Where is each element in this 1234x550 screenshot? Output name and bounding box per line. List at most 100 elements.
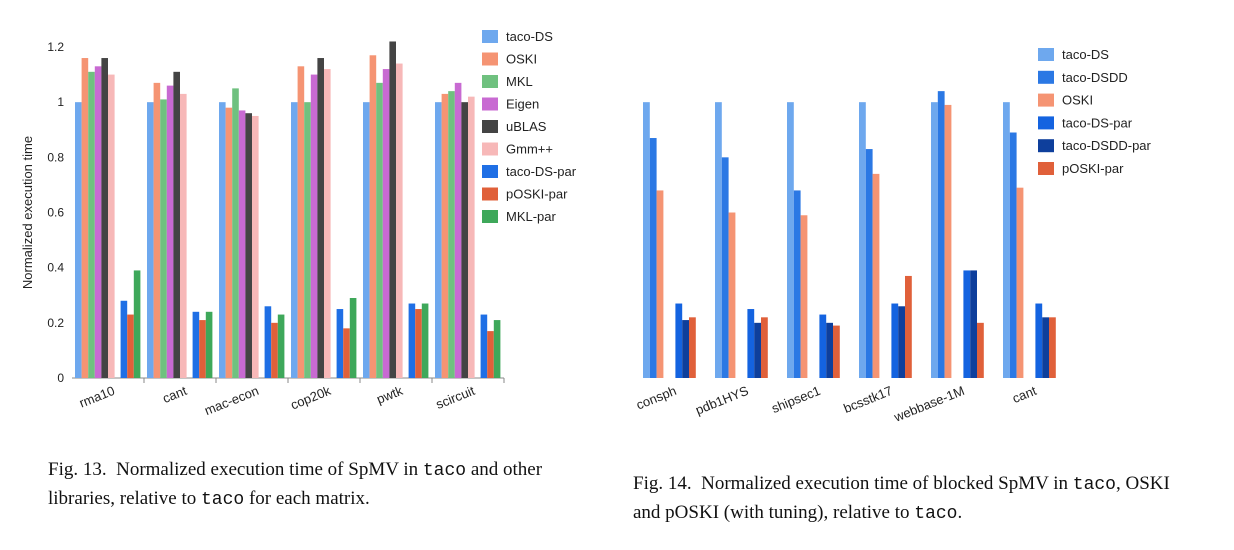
- bar: [944, 104, 952, 379]
- y-axis-label: Normalized execution time: [20, 136, 35, 289]
- bar: [1009, 132, 1017, 378]
- legend-swatch: [482, 30, 498, 43]
- y-tick-label: 0.6: [47, 206, 64, 220]
- bar: [721, 157, 729, 378]
- x-tick-label: shipsec1: [769, 383, 822, 416]
- bar: [872, 173, 880, 378]
- bar: [81, 58, 89, 379]
- bar: [448, 91, 455, 378]
- bar: [408, 303, 416, 378]
- bar: [153, 82, 161, 378]
- caption-code: taco: [422, 461, 467, 481]
- figure-14: consph pdb1HYS shipsec1 bcsstk17 webbase-1M c…: [600, 0, 1234, 550]
- bar: [963, 270, 971, 378]
- bar: [1016, 187, 1024, 378]
- bar: [232, 88, 239, 378]
- bar: [1049, 317, 1056, 378]
- legend-label: taco-DS: [1062, 47, 1109, 62]
- bar: [192, 311, 200, 378]
- y-tick-label: 0.4: [47, 261, 64, 275]
- legend-swatch: [1038, 116, 1054, 130]
- legend-swatch: [482, 52, 498, 66]
- bar: [754, 322, 761, 378]
- legend-swatch: [482, 210, 498, 223]
- legend-label: pOSKI-par: [1062, 161, 1124, 176]
- bar: [937, 91, 945, 378]
- bar: [977, 322, 984, 378]
- bar: [435, 102, 442, 379]
- caption-text: for each matrix.: [244, 488, 370, 509]
- legend-label: OSKI: [506, 52, 537, 67]
- bar: [245, 113, 252, 378]
- legend-swatch: [482, 75, 498, 88]
- legend-swatch: [482, 120, 498, 133]
- legend-swatch: [482, 142, 498, 156]
- bar: [180, 93, 187, 379]
- x-tick-label: cant: [1010, 383, 1039, 406]
- caption-code: taco: [1072, 475, 1116, 495]
- x-tick-label: scircuit: [434, 383, 477, 412]
- x-tick-label: cant: [160, 383, 189, 406]
- bar: [1042, 317, 1049, 378]
- x-tick-label: cop20k: [288, 383, 333, 413]
- bar: [297, 66, 305, 378]
- y-tick-label: 0.8: [47, 150, 64, 164]
- legend-label: MKL: [506, 74, 533, 89]
- legend-label: Eigen: [506, 97, 539, 112]
- bar: [317, 58, 324, 379]
- y-tick-label: 0.2: [47, 316, 64, 330]
- bar: [891, 303, 899, 378]
- bar: [166, 85, 174, 378]
- legend-swatch: [1038, 139, 1054, 153]
- bar: [343, 328, 350, 378]
- bar: [75, 102, 82, 379]
- bar: [225, 107, 233, 378]
- bar: [363, 102, 370, 379]
- figure-caption: Fig. 13. Normalized execution time of Sp…: [48, 456, 588, 514]
- legend-swatch: [1038, 48, 1054, 61]
- bar: [396, 63, 403, 379]
- x-tick-label: pdb1HYS: [693, 383, 751, 418]
- bar: [487, 331, 494, 378]
- x-tick-label: webbase-1M: [891, 383, 967, 425]
- bar: [970, 270, 977, 378]
- legend-label: taco-DS-par: [1062, 115, 1133, 130]
- bar: [304, 102, 311, 379]
- x-tick-label: consph: [634, 383, 678, 413]
- bar: [1003, 102, 1010, 379]
- bar: [833, 325, 840, 378]
- x-tick-label: pwtk: [374, 383, 405, 407]
- bar: [454, 82, 462, 378]
- bar: [656, 190, 664, 378]
- bar: [415, 309, 422, 378]
- legend-swatch: [482, 187, 498, 201]
- bar: [441, 93, 449, 379]
- bar: [480, 314, 488, 378]
- bar: [310, 74, 318, 378]
- bar: [728, 212, 736, 378]
- bar: [382, 69, 390, 379]
- bar: [205, 311, 213, 378]
- legend-label: taco-DSDD-par: [1062, 138, 1152, 153]
- legend-swatch: [482, 165, 498, 178]
- legend-label: taco-DS: [506, 29, 553, 44]
- legend-label: taco-DSDD: [1062, 70, 1128, 85]
- chart-svg: Normalized execution time 0 0.2 0.4 0.6 0.8 1 1…: [20, 29, 577, 418]
- bar: [173, 71, 180, 378]
- figure-13: Normalized execution time 0 0.2 0.4 0.6 0.8 1 1…: [0, 0, 600, 550]
- bar: [689, 317, 696, 378]
- caption-text: , OSKI and pOSKI (with tuning), relative…: [633, 473, 1170, 523]
- bar: [324, 69, 331, 379]
- bar: [859, 102, 866, 379]
- bar: [133, 270, 141, 378]
- caption-code: taco: [201, 490, 245, 510]
- bar: [675, 303, 683, 378]
- figure-caption: Fig. 14. Normalized execution time of bl…: [633, 470, 1193, 528]
- bar: [649, 138, 657, 378]
- caption-label: Fig. 14.: [633, 473, 692, 494]
- bar: [264, 306, 272, 378]
- bar: [389, 41, 396, 378]
- bar: [291, 102, 298, 379]
- bar: [199, 320, 206, 378]
